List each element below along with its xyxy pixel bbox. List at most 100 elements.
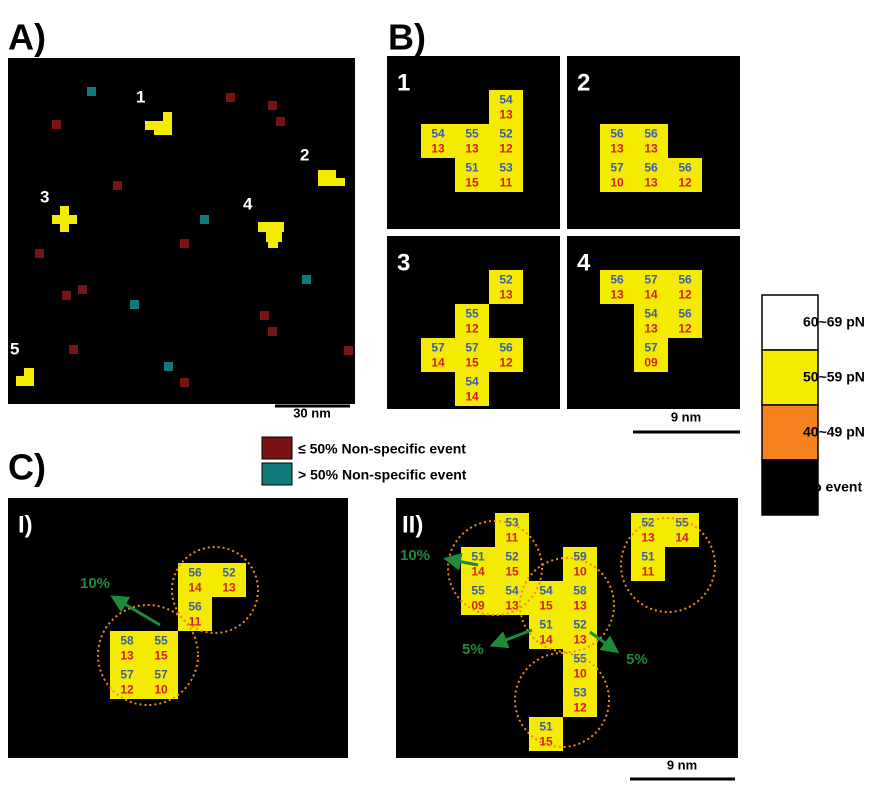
cell-force: 55 <box>471 583 485 597</box>
cell-force: 53 <box>573 685 587 699</box>
cell-count: 10 <box>573 667 587 681</box>
cell-force: 52 <box>499 126 513 140</box>
cell-count: 13 <box>222 581 236 595</box>
event-square <box>268 327 277 336</box>
cell-force: 57 <box>154 667 168 681</box>
legend-label: 60~69 pN <box>803 314 865 330</box>
cell-force: 57 <box>431 340 445 354</box>
cell-count: 14 <box>465 390 479 404</box>
event-square <box>226 93 235 102</box>
cell-count: 10 <box>154 683 168 697</box>
cluster-shape <box>318 170 336 186</box>
cell-count: 13 <box>465 142 479 156</box>
annotation: 5% <box>462 641 484 658</box>
cell-count: 13 <box>573 599 587 613</box>
cell-force: 54 <box>505 583 519 597</box>
cell-count: 13 <box>573 633 587 647</box>
cell-force: 58 <box>573 583 587 597</box>
event-square <box>87 87 96 96</box>
panel-label: B) <box>388 17 426 58</box>
cell-count: 13 <box>499 108 513 122</box>
cell-count: 14 <box>644 288 658 302</box>
cell-force: 54 <box>539 583 553 597</box>
cell-count: 12 <box>678 176 692 190</box>
cell-force: 51 <box>539 719 553 733</box>
cell-count: 15 <box>465 356 479 370</box>
cell-force: 56 <box>188 565 202 579</box>
cell-force: 56 <box>499 340 513 354</box>
cell-count: 14 <box>431 356 445 370</box>
cell-count: 13 <box>641 531 655 545</box>
cell-force: 56 <box>188 599 202 613</box>
annotation: 5% <box>626 651 648 668</box>
cell-count: 11 <box>642 565 655 579</box>
cell-count: 12 <box>678 288 692 302</box>
cell-count: 13 <box>644 142 658 156</box>
cell-force: 57 <box>610 160 624 174</box>
cell-force: 56 <box>678 160 692 174</box>
event-square <box>180 239 189 248</box>
event-square <box>35 249 44 258</box>
cell-count: 13 <box>644 176 658 190</box>
cell-force: 55 <box>465 126 479 140</box>
cell-force: 57 <box>644 340 658 354</box>
cluster-label: 2 <box>300 145 309 164</box>
cell-force: 58 <box>120 633 134 647</box>
cell-force: 52 <box>222 565 236 579</box>
event-square <box>180 378 189 387</box>
event-square <box>268 101 277 110</box>
cell-count: 12 <box>678 322 692 336</box>
cell-force: 55 <box>465 306 479 320</box>
cell-force: 57 <box>465 340 479 354</box>
cell-force: 55 <box>573 651 587 665</box>
cell-count: 15 <box>539 599 553 613</box>
cluster-shape <box>24 368 34 376</box>
cell-force: 56 <box>678 272 692 286</box>
cell-count: 11 <box>500 176 513 190</box>
cell-force: 56 <box>610 272 624 286</box>
annotation: 10% <box>400 547 430 564</box>
legend-swatch <box>262 437 292 459</box>
cell-count: 11 <box>506 531 519 545</box>
event-square <box>52 120 61 129</box>
event-square <box>302 275 311 284</box>
legend-label: No event <box>803 479 862 495</box>
cell-count: 13 <box>499 288 513 302</box>
cell-count: 15 <box>465 176 479 190</box>
cell-count: 12 <box>120 683 134 697</box>
cell-count: 10 <box>610 176 624 190</box>
event-square <box>130 300 139 309</box>
cell-count: 14 <box>471 565 485 579</box>
cell-force: 56 <box>678 306 692 320</box>
scale-label: 9 nm <box>667 757 697 772</box>
scale-label: 30 nm <box>293 405 331 420</box>
box-label: 3 <box>397 249 410 276</box>
cluster-label: 1 <box>136 87 145 106</box>
event-square <box>200 215 209 224</box>
cell-count: 12 <box>573 701 587 715</box>
legend-label: 40~49 pN <box>803 424 865 440</box>
event-square <box>113 181 122 190</box>
cell-force: 53 <box>505 515 519 529</box>
cell-count: 12 <box>499 142 513 156</box>
event-square <box>69 345 78 354</box>
event-square <box>62 291 71 300</box>
legend-label: ≤ 50% Non-specific event <box>298 441 466 457</box>
cell-count: 12 <box>499 356 513 370</box>
cluster-shape <box>16 376 34 386</box>
cell-force: 52 <box>505 549 519 563</box>
cell-count: 09 <box>644 356 658 370</box>
cell-count: 15 <box>154 649 168 663</box>
cell-count: 13 <box>610 288 624 302</box>
cell-force: 54 <box>499 92 513 106</box>
cell-force: 59 <box>573 549 587 563</box>
cell-count: 12 <box>465 322 479 336</box>
box-label: 1 <box>397 69 410 96</box>
event-square <box>260 311 269 320</box>
cell-count: 13 <box>431 142 445 156</box>
cell-force: 52 <box>499 272 513 286</box>
cell-force: 56 <box>644 160 658 174</box>
box-label: I) <box>18 511 33 538</box>
cell-force: 57 <box>120 667 134 681</box>
event-square <box>344 346 353 355</box>
